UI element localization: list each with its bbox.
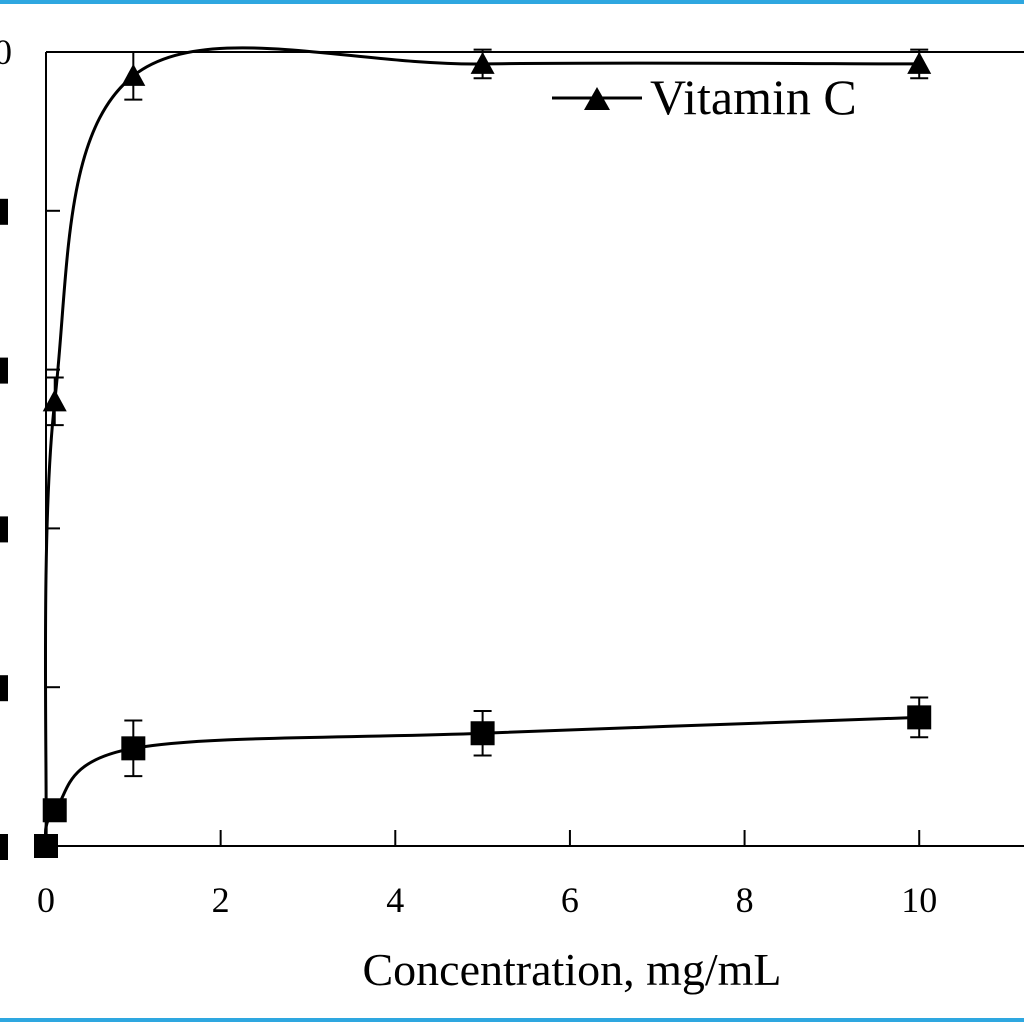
legend-marker-triangle [584,87,610,110]
series-0-point-2 [470,51,495,74]
series-1-point-1 [42,798,67,823]
series-0-point-1 [121,63,146,86]
y-tick-label-100: 0 [0,32,12,72]
series-1-point-4 [907,705,932,730]
x-tick-label-10: 10 [901,880,937,920]
bottom-border [0,1018,1024,1022]
y-tick-label-fragment-20 [0,675,8,702]
series [34,46,932,858]
x-tick-label-2: 2 [212,880,230,920]
series-1-point-2 [121,736,146,761]
y-tick-labels: 0 [0,32,12,860]
y-tick-label-fragment-80 [0,198,8,225]
legend-label: Vitamin C [650,69,857,125]
x-tick-label-4: 4 [386,880,404,920]
x-tick-label-0: 0 [37,880,55,920]
x-tick-labels: 0 2 4 6 8 10 [37,880,937,920]
top-border [0,0,1024,4]
series-0-point-3 [907,51,932,74]
x-axis-title: Concentration, mg/mL [362,944,781,995]
series-0-point-0 [42,389,67,412]
y-tick-label-fragment-0 [0,834,8,860]
y-tick-label-fragment-60 [0,357,8,384]
x-tick-label-8: 8 [736,880,754,920]
axes [45,51,1024,847]
legend: Vitamin C [552,69,857,125]
y-tick-label-fragment-40 [0,516,8,543]
series-1-point-0 [34,834,58,858]
x-tick-label-6: 6 [561,880,579,920]
series-1-point-3 [470,721,495,746]
